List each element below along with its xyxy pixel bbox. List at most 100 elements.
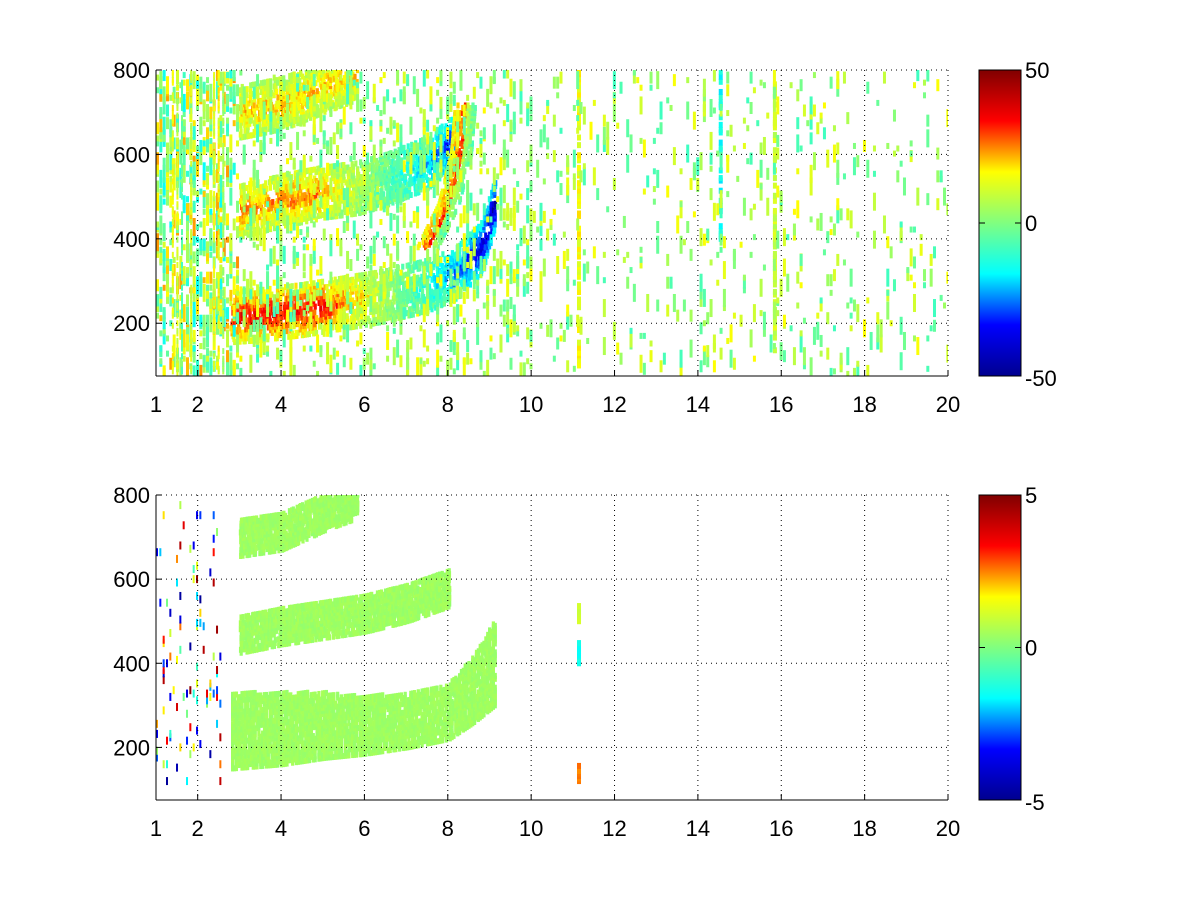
heatmap-cell — [457, 115, 462, 122]
heatmap-cell — [389, 212, 393, 231]
heatmap-cell — [281, 172, 286, 179]
heatmap-cell — [486, 281, 490, 294]
heatmap-cell — [310, 108, 314, 115]
heatmap-cell — [392, 120, 396, 127]
heatmap-cell — [202, 283, 206, 302]
heatmap-cell — [216, 357, 220, 370]
heatmap-cell — [351, 49, 354, 55]
heatmap-cell — [405, 262, 409, 269]
heatmap-cell — [266, 324, 270, 331]
heatmap-cell — [452, 94, 456, 101]
heatmap-cell — [339, 53, 342, 59]
heatmap-cell — [448, 130, 453, 137]
heatmap-cell — [469, 192, 473, 211]
heatmap-cell — [287, 333, 291, 340]
heatmap-cell — [379, 179, 383, 186]
heatmap-cell — [229, 70, 233, 79]
heatmap-cell — [267, 99, 271, 106]
heatmap-cell — [229, 180, 233, 187]
heatmap-cell — [396, 124, 400, 143]
heatmap-cell — [282, 245, 286, 264]
heatmap-cell — [478, 236, 482, 243]
heatmap-cell — [385, 169, 389, 176]
heatmap-cell — [279, 228, 283, 241]
heatmap-cell — [182, 139, 186, 152]
heatmap-cell — [328, 71, 333, 78]
heatmap-cell — [459, 304, 463, 317]
heatmap-cell — [212, 241, 216, 254]
heatmap-cell — [443, 196, 448, 203]
heatmap-cell — [262, 233, 266, 252]
heatmap-cell — [346, 187, 350, 206]
heatmap-cell — [499, 97, 503, 104]
heatmap-cell — [250, 132, 254, 139]
heatmap-cell — [374, 272, 379, 279]
heatmap-cell — [353, 178, 357, 185]
heatmap-cell — [266, 201, 270, 208]
heatmap-cell — [375, 307, 379, 314]
heatmap-cell — [486, 205, 490, 212]
heatmap-cell — [772, 175, 777, 182]
heatmap-cell — [166, 335, 170, 342]
heatmap-cell — [436, 365, 440, 376]
heatmap-cell — [202, 120, 206, 127]
heatmap-cell — [338, 212, 342, 219]
heatmap-cell — [462, 145, 467, 152]
heatmap-cell — [216, 164, 220, 183]
heatmap-cell — [272, 320, 276, 327]
heatmap-cell — [229, 157, 233, 170]
heatmap-cell — [326, 184, 330, 191]
heatmap-cell — [372, 173, 376, 180]
heatmap-cell — [391, 199, 395, 206]
heatmap-cell — [402, 86, 406, 105]
heatmap-cell — [477, 244, 481, 251]
heatmap-cell — [248, 308, 252, 315]
heatmap-cell — [425, 162, 429, 169]
heatmap-cell — [166, 191, 170, 198]
heatmap-cell — [202, 238, 206, 251]
heatmap-cell — [412, 155, 416, 162]
heatmap-cell — [379, 218, 383, 225]
heatmap-cell — [362, 145, 366, 158]
heatmap-cell — [332, 75, 336, 82]
heatmap-cell — [772, 207, 777, 214]
heatmap-cell — [257, 115, 261, 122]
heatmap-cell — [199, 314, 203, 327]
heatmap-cell — [412, 233, 416, 246]
heatmap-cell — [392, 160, 397, 167]
heatmap-cell — [348, 49, 351, 55]
heatmap-cell — [426, 248, 430, 261]
heatmap-cell — [326, 142, 330, 155]
heatmap-cell — [272, 92, 276, 99]
heatmap-cell — [393, 187, 397, 194]
heatmap-cell — [289, 359, 293, 376]
heatmap-cell — [329, 177, 333, 196]
heatmap-cell — [444, 183, 448, 190]
heatmap-cell — [403, 289, 407, 296]
heatmap-cell — [301, 284, 306, 291]
heatmap-cell — [316, 213, 320, 220]
heatmap-cell — [316, 370, 320, 376]
heatmap-cell — [337, 308, 341, 315]
heatmap-cell — [323, 202, 327, 209]
heatmap-cell — [166, 246, 170, 259]
heatmap-cell — [252, 290, 256, 297]
heatmap-cell — [156, 135, 159, 142]
heatmap-cell — [256, 326, 260, 345]
heatmap-cell — [718, 99, 723, 106]
heatmap-cell — [474, 249, 478, 256]
heatmap-cell — [341, 55, 344, 61]
heatmap-cell — [356, 233, 360, 246]
heatmap-cell — [216, 81, 220, 100]
heatmap-cell — [357, 186, 361, 193]
heatmap-cell — [433, 289, 437, 296]
heatmap-cell — [449, 340, 453, 353]
heatmap-cell — [404, 164, 408, 171]
heatmap-cell — [236, 226, 240, 239]
heatmap-cell — [313, 303, 317, 310]
heatmap-cell — [399, 278, 403, 285]
heatmap-cell — [346, 180, 350, 187]
heatmap-cell — [284, 198, 288, 205]
heatmap-cell — [463, 275, 467, 282]
heatmap-cell — [186, 91, 190, 110]
